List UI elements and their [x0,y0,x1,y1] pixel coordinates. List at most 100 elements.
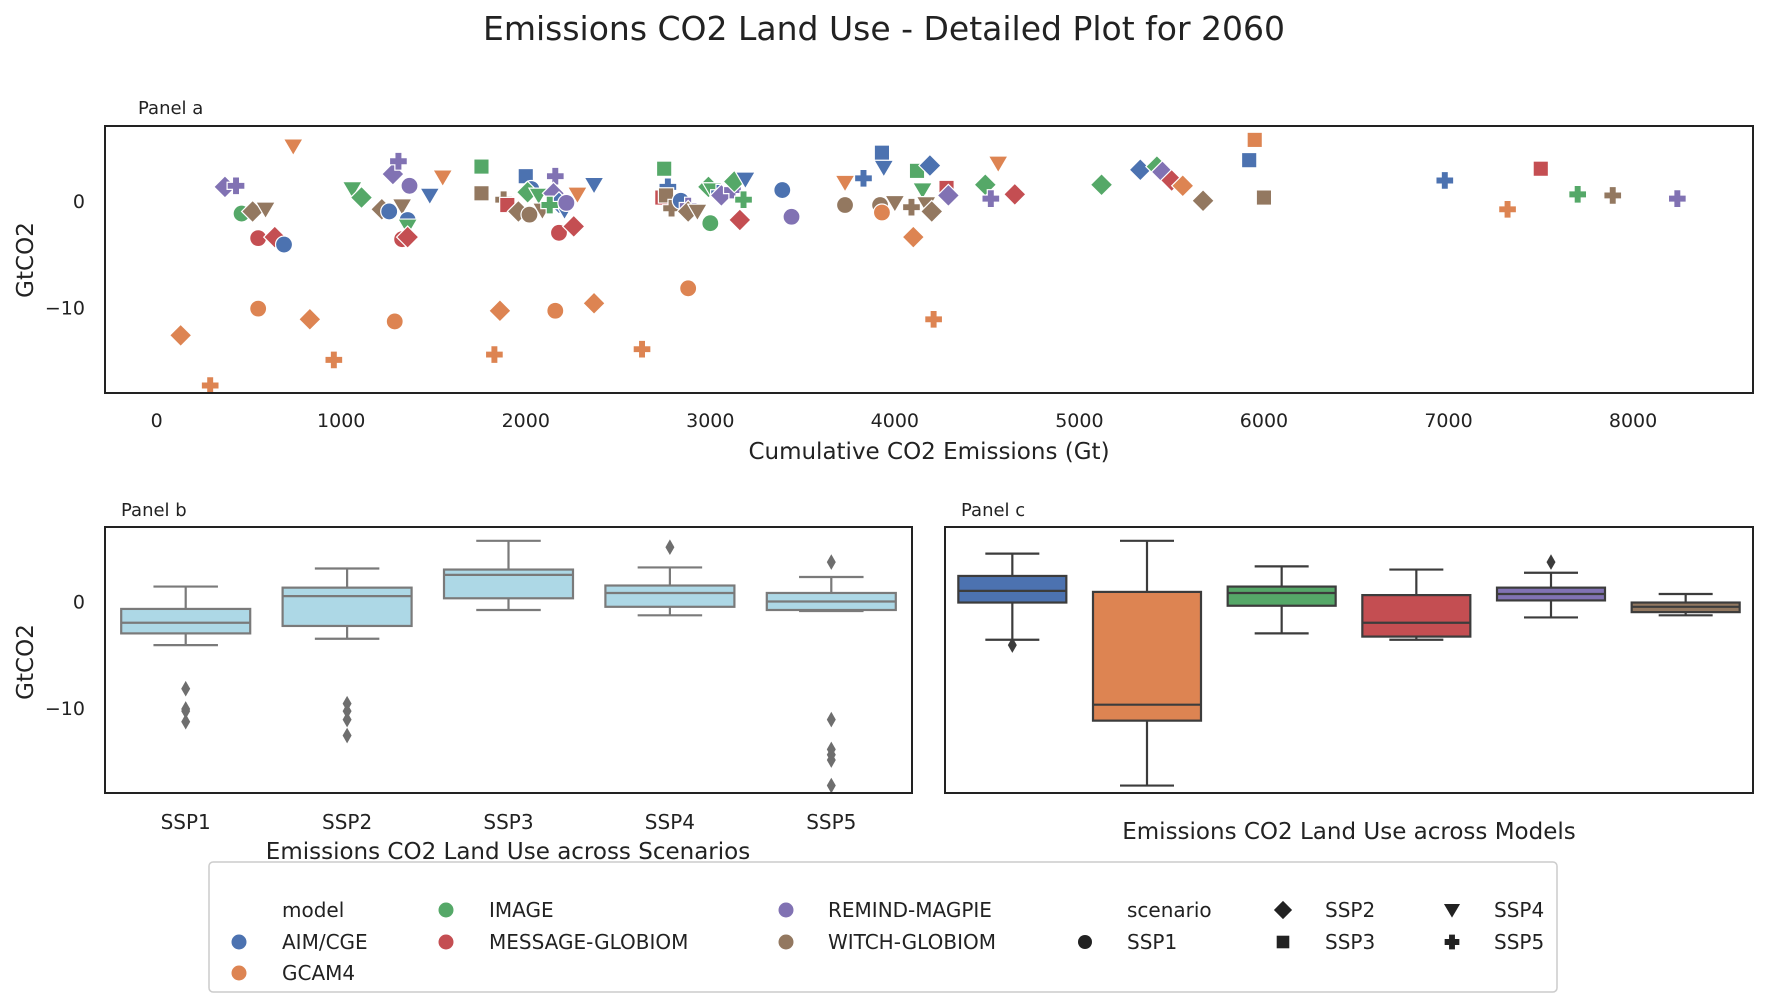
data-point [918,153,942,178]
data-point [987,155,1010,174]
x-tick-label: 3000 [686,410,734,432]
legend-box [208,861,1558,993]
x-tick-label: 1000 [317,410,365,432]
data-point [341,181,364,200]
data-point [936,183,961,208]
data-point [1667,189,1687,209]
data-point [734,171,757,190]
data-point [418,187,441,206]
box-SSP1 [120,607,252,635]
data-point [488,298,512,323]
box-AIM/CGE [957,574,1068,604]
data-point [520,205,539,224]
panel-b-x-axis: SSP1 SSP2 SSP3 SSP4 SSP5 [161,810,857,834]
data-point [1170,173,1195,198]
data-point [324,350,344,370]
data-point [540,195,560,215]
data-point [282,138,305,157]
legend-label: WITCH-GLOBIOM [828,930,996,954]
data-point [1532,160,1550,177]
panel-c-label: Panel c [961,500,1025,521]
panel-a-y-axis: 0 −10 [45,191,85,320]
data-point [782,207,801,226]
outlier [826,711,836,728]
legend-label: SSP2 [1325,898,1375,922]
data-point [901,225,926,249]
data-point [545,166,565,186]
panel-a-ylabel: GtCO2 [13,222,39,298]
legend-swatch-AIM/CGE [230,933,248,951]
data-point [566,186,589,205]
box-SSP2 [281,586,413,628]
data-point [349,185,374,210]
x-tick-label: SSP2 [322,810,372,834]
box-MESSAGE-GLOBIOM [1361,593,1472,638]
figure-title: Emissions CO2 Land Use - Detailed Plot f… [483,9,1285,48]
data-point [546,301,565,320]
data-point [168,323,193,348]
outlier [826,554,836,570]
y-tick-label: 0 [73,591,85,613]
data-point [884,194,906,214]
data-point [388,151,408,171]
outlier [826,777,836,794]
box-GCAM4 [1091,590,1203,722]
data-point [484,345,504,365]
data-point [1159,168,1184,193]
outlier [181,703,191,719]
legend-label: MESSAGE-GLOBIOM [489,930,688,954]
x-tick-label: SSP1 [161,810,211,834]
x-tick-label: 2000 [502,410,550,432]
outlier [1546,554,1556,570]
data-point [919,199,944,224]
data-point [835,195,855,215]
data-point [1089,172,1114,197]
panel-a-plot-area [168,131,1687,396]
data-point [872,203,892,222]
outlier [665,539,675,556]
data-point [686,203,709,222]
data-point [632,339,652,359]
data-point [226,176,246,196]
panel-b-y-axis: 0 −10 [45,591,85,719]
data-point [1128,157,1153,182]
data-point [254,201,277,220]
outlier [342,727,352,744]
data-point [655,160,673,177]
outlier [1007,637,1017,653]
data-point [380,202,399,221]
legend-label: SSP3 [1325,930,1375,954]
legend-label: GCAM4 [282,961,355,985]
data-point [274,235,294,254]
panel-a-frame [104,125,1754,394]
panel-b-label: Panel b [121,500,187,521]
x-tick-label: SSP5 [806,810,856,834]
data-point [391,198,413,217]
data-point [853,168,874,188]
panel-a-label: Panel a [138,98,203,119]
data-point [1002,182,1027,207]
data-point [395,225,420,249]
data-point [1240,151,1258,169]
data-point [1435,170,1455,190]
data-point [297,307,322,332]
y-tick-label: −10 [45,298,85,320]
legend-swatch-WITCH-GLOBIOM [777,933,795,951]
legend-label: REMIND-MAGPIE [828,898,992,922]
legend-label: AIM/CGE [282,930,368,954]
data-point [385,312,404,331]
x-tick-label: SSP4 [645,810,695,834]
data-point [727,208,752,232]
data-point [431,169,454,188]
legend: model AIM/CGE GCAM4 IMAGE MESSAGE-GLOBIOM REM… [230,898,1544,985]
y-tick-label: 0 [73,191,85,213]
data-point [1255,189,1273,206]
data-point [701,214,720,233]
legend-swatch-GCAM4 [230,964,248,982]
legend-marker-SSP2 [1273,900,1293,920]
data-point [1603,185,1623,205]
legend-swatch-MESSAGE-GLOBIOM [437,933,455,951]
legend-swatch-REMIND-MAGPIE [777,901,795,919]
data-point [1498,199,1518,219]
data-point [679,279,698,298]
